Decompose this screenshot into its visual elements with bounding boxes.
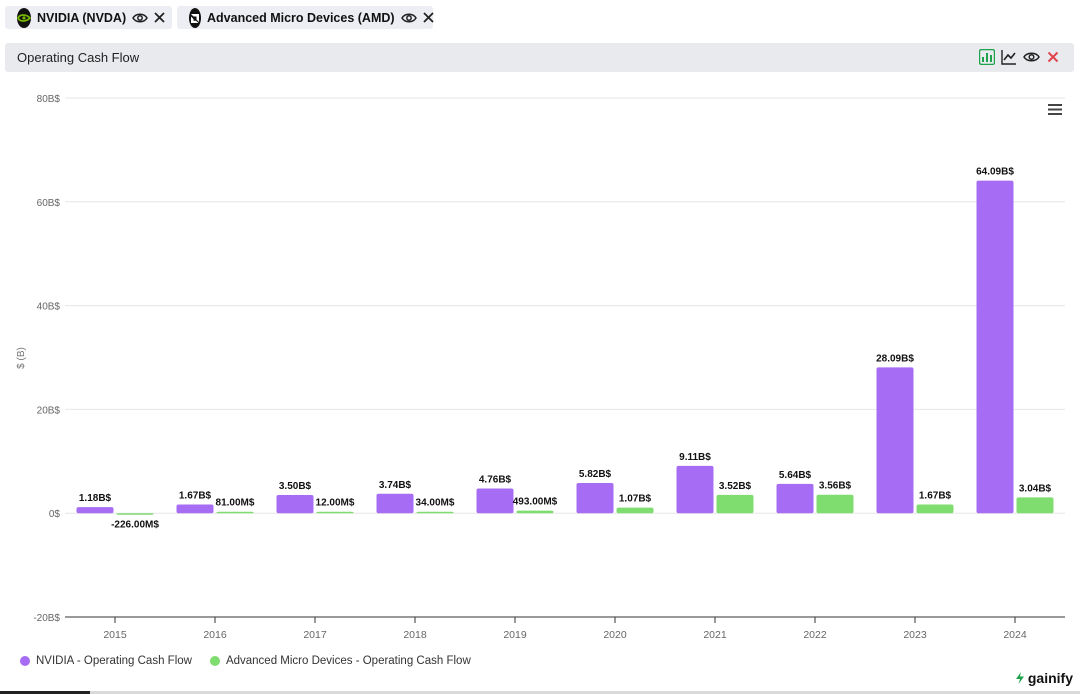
bar-amd[interactable] bbox=[516, 510, 554, 514]
horizontal-scrollbar[interactable] bbox=[0, 691, 1080, 694]
bar-nvda[interactable] bbox=[576, 482, 614, 514]
legend-label-amd: Advanced Micro Devices - Operating Cash … bbox=[225, 655, 471, 667]
x-tick-label: 2021 bbox=[703, 629, 727, 641]
gainify-bolt-icon bbox=[1015, 672, 1024, 684]
operating-cash-flow-chart: 1.18B$ -226.00M$ 1.67B$ 81.00M$ 3.50B$ 12.00M… bbox=[16, 94, 1065, 641]
nvidia-logo-icon bbox=[17, 7, 31, 28]
legend-item-nvda[interactable]: NVIDIA - Operating Cash Flow bbox=[20, 655, 192, 667]
axes: -20B$ 0$ 20B$ 40B$ 60B$ 80B$ $ (B) 2015 2016 2017… bbox=[16, 94, 1065, 641]
bar-amd[interactable] bbox=[716, 494, 754, 514]
close-icon[interactable] bbox=[1044, 48, 1062, 66]
brand-logo: gainify bbox=[1014, 670, 1073, 686]
bar-nvda[interactable] bbox=[876, 367, 914, 514]
data-label: 1.67B$ bbox=[919, 491, 952, 502]
scrollbar-thumb[interactable] bbox=[0, 691, 90, 694]
bar-amd[interactable] bbox=[1016, 497, 1054, 514]
grid bbox=[65, 97, 1065, 514]
y-tick-label: 0$ bbox=[49, 509, 61, 520]
eye-icon[interactable] bbox=[400, 10, 417, 26]
amd-logo-icon bbox=[189, 7, 201, 28]
chart-legend: NVIDIA - Operating Cash Flow Advanced Mi… bbox=[20, 655, 471, 667]
y-tick-label: 60B$ bbox=[37, 198, 61, 209]
bar-amd[interactable] bbox=[316, 511, 354, 514]
data-label: 3.56B$ bbox=[819, 481, 852, 492]
y-axis-label: $ (B) bbox=[16, 347, 27, 369]
bar-nvda[interactable] bbox=[76, 507, 114, 514]
bar-nvda[interactable] bbox=[276, 495, 314, 514]
tab-nvda-label: NVIDIA (NVDA) bbox=[37, 10, 127, 25]
bar-nvda[interactable] bbox=[776, 483, 814, 514]
data-label: 28.09B$ bbox=[876, 353, 914, 364]
eye-icon[interactable] bbox=[132, 10, 149, 26]
data-label: 12.00M$ bbox=[316, 498, 355, 509]
x-tick-label: 2019 bbox=[503, 629, 527, 641]
bar-amd[interactable] bbox=[616, 507, 654, 514]
bar-nvda[interactable] bbox=[476, 488, 514, 514]
data-label: 81.00M$ bbox=[216, 498, 255, 509]
y-tick-label: 20B$ bbox=[37, 405, 61, 416]
x-tick-label: 2024 bbox=[1003, 629, 1027, 641]
x-tick-label: 2016 bbox=[203, 629, 227, 641]
data-label: 34.00M$ bbox=[416, 498, 455, 509]
bar-amd[interactable] bbox=[216, 511, 254, 514]
data-labels: 1.18B$ -226.00M$ 1.67B$ 81.00M$ 3.50B$ 12.00M… bbox=[79, 167, 1052, 531]
legend-dot-amd bbox=[209, 656, 220, 666]
data-label: 1.07B$ bbox=[619, 494, 652, 505]
bar-amd[interactable] bbox=[916, 504, 954, 514]
bar-nvda[interactable] bbox=[376, 493, 414, 514]
close-icon[interactable] bbox=[422, 10, 434, 26]
x-tick-label: 2017 bbox=[303, 629, 327, 641]
line-chart-icon[interactable] bbox=[1000, 48, 1018, 66]
bar-amd[interactable] bbox=[416, 511, 454, 514]
data-label: 5.64B$ bbox=[779, 470, 812, 481]
bar-nvda[interactable] bbox=[176, 504, 214, 514]
bar-amd[interactable] bbox=[816, 494, 854, 514]
x-tick-label: 2020 bbox=[603, 629, 627, 641]
tab-amd[interactable]: Advanced Micro Devices (AMD) bbox=[177, 6, 434, 29]
x-tick-label: 2015 bbox=[103, 629, 127, 641]
data-label: 3.50B$ bbox=[279, 481, 312, 492]
data-label: 1.18B$ bbox=[79, 493, 112, 504]
eye-icon[interactable] bbox=[1022, 48, 1040, 66]
data-label: 5.82B$ bbox=[579, 469, 612, 480]
data-label: 64.09B$ bbox=[976, 167, 1014, 178]
data-label: 4.76B$ bbox=[479, 474, 512, 485]
bar-nvda[interactable] bbox=[976, 180, 1014, 514]
y-tick-label: -20B$ bbox=[33, 613, 60, 624]
bar-amd[interactable] bbox=[116, 513, 154, 515]
hamburger-menu-icon[interactable] bbox=[1048, 104, 1062, 115]
x-tick-label: 2018 bbox=[403, 629, 427, 641]
bar-chart-icon[interactable] bbox=[978, 48, 996, 66]
bars bbox=[76, 180, 1054, 515]
brand-name: gainify bbox=[1027, 670, 1073, 686]
data-label: 9.11B$ bbox=[679, 452, 711, 463]
data-label: 3.52B$ bbox=[719, 481, 752, 492]
panel-tools bbox=[978, 48, 1062, 66]
data-label: 493.00M$ bbox=[513, 497, 558, 508]
x-tick-label: 2022 bbox=[803, 629, 827, 641]
legend-item-amd[interactable]: Advanced Micro Devices - Operating Cash … bbox=[209, 655, 471, 667]
data-label: 3.04B$ bbox=[1019, 483, 1052, 494]
panel-title: Operating Cash Flow bbox=[17, 50, 140, 65]
bar-nvda[interactable] bbox=[676, 465, 714, 514]
tab-amd-label: Advanced Micro Devices (AMD) bbox=[207, 10, 395, 25]
x-tick-label: 2023 bbox=[903, 629, 927, 641]
y-tick-label: 80B$ bbox=[37, 94, 61, 105]
y-tick-label: 40B$ bbox=[37, 302, 61, 313]
data-label: 1.67B$ bbox=[179, 491, 212, 502]
tab-nvda[interactable]: NVIDIA (NVDA) bbox=[5, 6, 172, 29]
panel-header: Operating Cash Flow bbox=[5, 43, 1074, 72]
legend-dot-nvda bbox=[20, 656, 30, 666]
data-label: 3.74B$ bbox=[379, 480, 412, 491]
data-label: -226.00M$ bbox=[111, 520, 159, 531]
close-icon[interactable] bbox=[154, 10, 165, 26]
legend-label-nvda: NVIDIA - Operating Cash Flow bbox=[36, 655, 192, 667]
